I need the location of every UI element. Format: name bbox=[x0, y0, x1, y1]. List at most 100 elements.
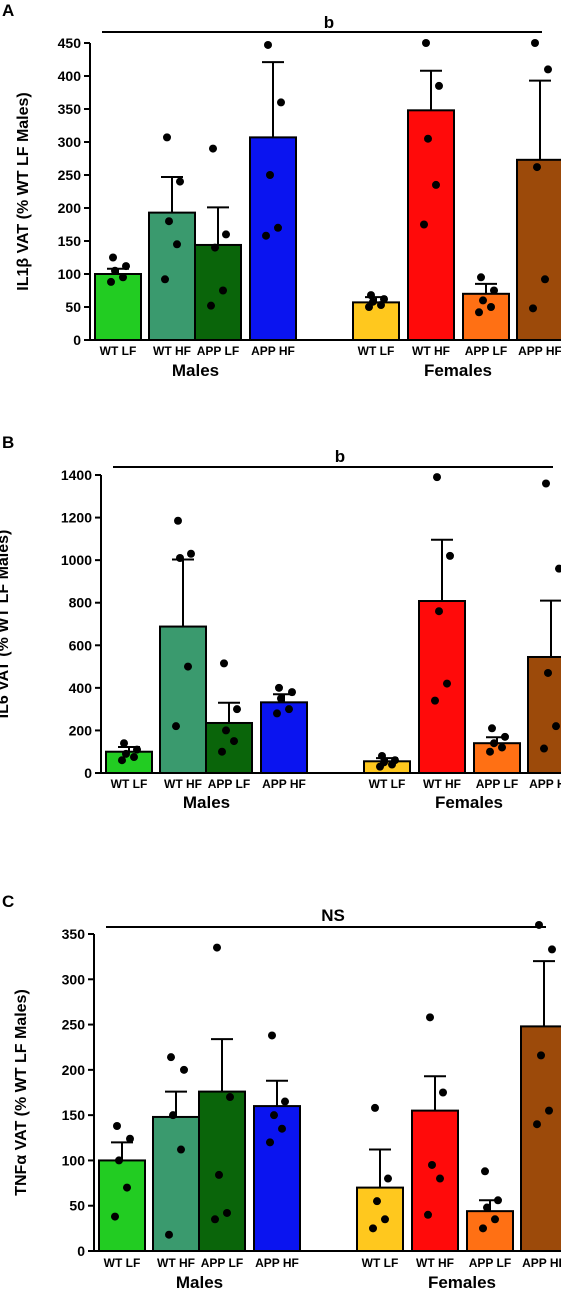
data-point bbox=[533, 163, 541, 172]
x-tick-label: APP LF bbox=[208, 777, 250, 791]
x-tick-label: APP HF bbox=[518, 344, 561, 358]
data-point bbox=[169, 1111, 177, 1120]
chart-panel-c: C NS 0 50 100 150 200 250 300 350 TNFα VAT (% WT L… bbox=[2, 892, 561, 1292]
data-point bbox=[426, 1013, 434, 1022]
data-point bbox=[384, 1174, 392, 1183]
data-point bbox=[218, 747, 226, 756]
data-point bbox=[436, 1174, 444, 1183]
y-tick-label: 200 bbox=[58, 200, 82, 216]
data-point bbox=[115, 1156, 123, 1165]
group-label-males: Males bbox=[176, 1273, 223, 1292]
data-point bbox=[165, 217, 173, 226]
y-tick-label: 150 bbox=[58, 233, 82, 249]
x-tick-label: WT HF bbox=[412, 344, 450, 358]
data-point bbox=[277, 98, 285, 107]
y-tick-label: 400 bbox=[58, 68, 82, 84]
data-point bbox=[111, 1212, 119, 1221]
y-tick-label: 200 bbox=[62, 1062, 86, 1078]
bar bbox=[260, 701, 308, 774]
y-tick-label: 300 bbox=[62, 971, 86, 987]
data-point bbox=[119, 273, 127, 282]
data-point bbox=[219, 286, 227, 295]
data-point bbox=[488, 724, 496, 733]
data-point bbox=[544, 668, 552, 677]
data-point bbox=[118, 756, 126, 765]
data-point bbox=[435, 607, 443, 616]
y-tick-label: 350 bbox=[58, 101, 82, 117]
significance-label: b bbox=[335, 447, 345, 466]
group-label-females: Females bbox=[424, 361, 492, 380]
data-point bbox=[439, 1088, 447, 1097]
y-tick-label: 300 bbox=[58, 134, 82, 150]
y-axis-label: IL6 VAT (% WT LF Males) bbox=[0, 530, 12, 719]
data-point bbox=[174, 516, 182, 525]
data-point bbox=[479, 1224, 487, 1233]
bar bbox=[253, 1105, 301, 1252]
x-tick-label: WT LF bbox=[104, 1256, 141, 1270]
data-point bbox=[278, 1124, 286, 1133]
data-point bbox=[535, 920, 543, 929]
data-point bbox=[541, 275, 549, 284]
y-tick-label: 1000 bbox=[61, 552, 92, 568]
y-tick-label: 50 bbox=[65, 299, 81, 315]
data-point bbox=[369, 297, 377, 306]
data-point bbox=[555, 564, 561, 573]
y-tick-label: 1400 bbox=[61, 467, 92, 483]
y-tick-label: 200 bbox=[69, 722, 93, 738]
y-tick-label: 350 bbox=[62, 926, 86, 942]
data-point bbox=[113, 1122, 121, 1131]
group-label-males: Males bbox=[183, 793, 230, 812]
data-point bbox=[486, 747, 494, 756]
group-label-females: Females bbox=[428, 1273, 496, 1292]
data-point bbox=[122, 262, 130, 271]
data-point bbox=[475, 308, 483, 317]
data-point bbox=[391, 756, 399, 765]
data-point bbox=[288, 688, 296, 697]
x-tick-label: WT HF bbox=[153, 344, 191, 358]
data-point bbox=[369, 1224, 377, 1233]
panel-letter: B bbox=[2, 433, 14, 452]
data-point bbox=[187, 549, 195, 558]
data-point bbox=[123, 1183, 131, 1192]
data-point bbox=[161, 275, 169, 284]
data-point bbox=[371, 1103, 379, 1112]
data-point bbox=[107, 277, 115, 286]
data-point bbox=[273, 709, 281, 718]
data-point bbox=[133, 745, 141, 754]
data-point bbox=[380, 758, 388, 767]
data-point bbox=[120, 739, 128, 748]
x-tick-label: WT HF bbox=[157, 1256, 195, 1270]
x-tick-label: APP HF bbox=[529, 777, 561, 791]
data-point bbox=[481, 1167, 489, 1176]
x-tick-label: WT LF bbox=[111, 777, 148, 791]
data-point bbox=[422, 39, 430, 47]
data-point bbox=[163, 133, 171, 142]
data-point bbox=[490, 286, 498, 295]
data-point bbox=[111, 266, 119, 275]
data-point bbox=[540, 744, 548, 753]
chart-panel-a: Ab 0 50 100 150 200 250 300 350 400 450 IL1β VAT (%… bbox=[2, 1, 561, 380]
data-point bbox=[122, 749, 130, 758]
data-point bbox=[537, 1051, 545, 1060]
data-point bbox=[501, 732, 509, 741]
data-point bbox=[544, 65, 552, 74]
data-point bbox=[542, 479, 550, 488]
bar bbox=[466, 1210, 514, 1252]
y-tick-label: 100 bbox=[58, 266, 82, 282]
data-point bbox=[420, 220, 428, 229]
data-point bbox=[184, 662, 192, 671]
data-point bbox=[367, 291, 375, 300]
bar bbox=[356, 1186, 404, 1252]
data-point bbox=[380, 295, 388, 304]
data-point bbox=[378, 751, 386, 760]
data-point bbox=[377, 301, 385, 310]
data-point bbox=[130, 753, 138, 762]
data-point bbox=[266, 171, 274, 179]
data-point bbox=[477, 273, 485, 282]
bar bbox=[249, 136, 297, 341]
y-axis-label: TNFα VAT (% WT LF Males) bbox=[13, 989, 30, 1196]
data-point bbox=[274, 223, 282, 232]
x-tick-label: WT HF bbox=[164, 777, 202, 791]
x-tick-label: APP LF bbox=[469, 1256, 511, 1270]
data-point bbox=[180, 1065, 188, 1074]
